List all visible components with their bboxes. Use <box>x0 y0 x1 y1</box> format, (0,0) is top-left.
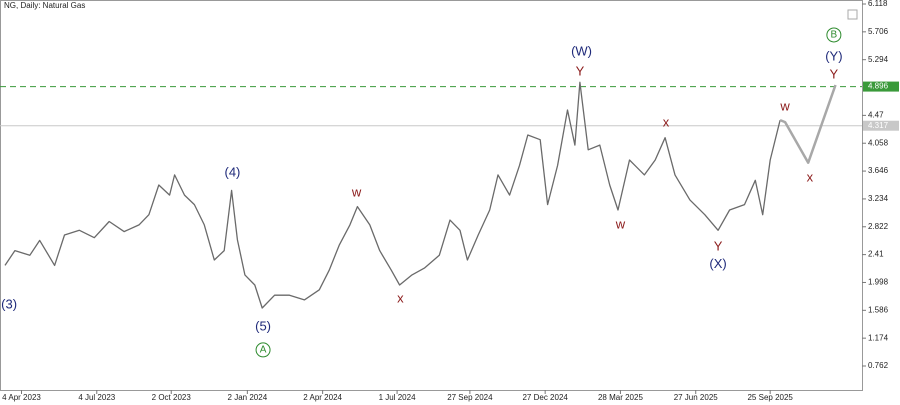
x-tick-label: 27 Jun 2025 <box>674 393 719 402</box>
y-tick-label: 1.998 <box>868 278 889 287</box>
level-label: 4.896 <box>868 82 889 91</box>
x-tick-label: 27 Sep 2024 <box>447 393 493 402</box>
chart-title: NG, Daily: Natural Gas <box>4 1 85 10</box>
y-tick-label: 4.058 <box>868 138 889 147</box>
wave-label: (5) <box>255 318 271 333</box>
plot-frame <box>0 0 863 391</box>
wave-label: Y <box>576 64 585 79</box>
wave-label: w <box>779 99 790 114</box>
wave-label: x <box>663 114 670 129</box>
x-tick-label: 2 Apr 2024 <box>303 393 342 402</box>
y-tick-label: 0.762 <box>868 361 889 370</box>
chart-control[interactable] <box>847 9 858 20</box>
price-line <box>779 84 837 164</box>
price-line <box>4 81 781 309</box>
wave-label: (W) <box>571 43 592 58</box>
y-tick-label: 6.118 <box>868 0 888 8</box>
annotation-circle <box>255 342 271 358</box>
x-tick-label: 1 Jul 2024 <box>379 393 416 402</box>
y-tick-label: 2.822 <box>868 222 889 231</box>
wave-label: x <box>807 170 814 185</box>
y-tick-label: 5.294 <box>868 55 889 64</box>
wave-label: (Y) <box>825 49 842 64</box>
x-tick-label: 4 Apr 2023 <box>2 393 41 402</box>
x-tick-label: 25 Sep 2025 <box>747 393 793 402</box>
wave-label: (X) <box>709 256 726 271</box>
wave-label: x <box>397 291 404 306</box>
wave-label: (4) <box>225 164 241 179</box>
y-tick-label: 3.234 <box>868 194 889 203</box>
annotation-circle <box>826 27 842 43</box>
level-label-box <box>863 81 899 92</box>
x-tick-label: 2 Oct 2023 <box>152 393 192 402</box>
wave-label: B <box>831 30 838 41</box>
x-tick-label: 2 Jan 2024 <box>228 393 268 402</box>
y-tick-label: 5.706 <box>868 27 889 36</box>
level-label: 4.317 <box>868 121 889 130</box>
wave-label: Y <box>830 66 839 81</box>
y-tick-label: 4.47 <box>868 110 884 119</box>
wave-label: w <box>615 216 626 231</box>
y-tick-label: 1.174 <box>868 333 889 342</box>
y-tick-label: 1.586 <box>868 305 889 314</box>
wave-label: Y <box>714 239 723 254</box>
wave-label: w <box>351 185 362 200</box>
level-label-box <box>863 120 899 131</box>
x-tick-label: 27 Dec 2024 <box>522 393 568 402</box>
y-tick-label: 3.646 <box>868 166 889 175</box>
y-tick-label: 2.41 <box>868 250 884 259</box>
wave-label: A <box>260 345 267 356</box>
wave-label: (3) <box>1 297 17 312</box>
x-tick-label: 28 Mar 2025 <box>598 393 643 402</box>
x-tick-label: 4 Jul 2023 <box>78 393 115 402</box>
